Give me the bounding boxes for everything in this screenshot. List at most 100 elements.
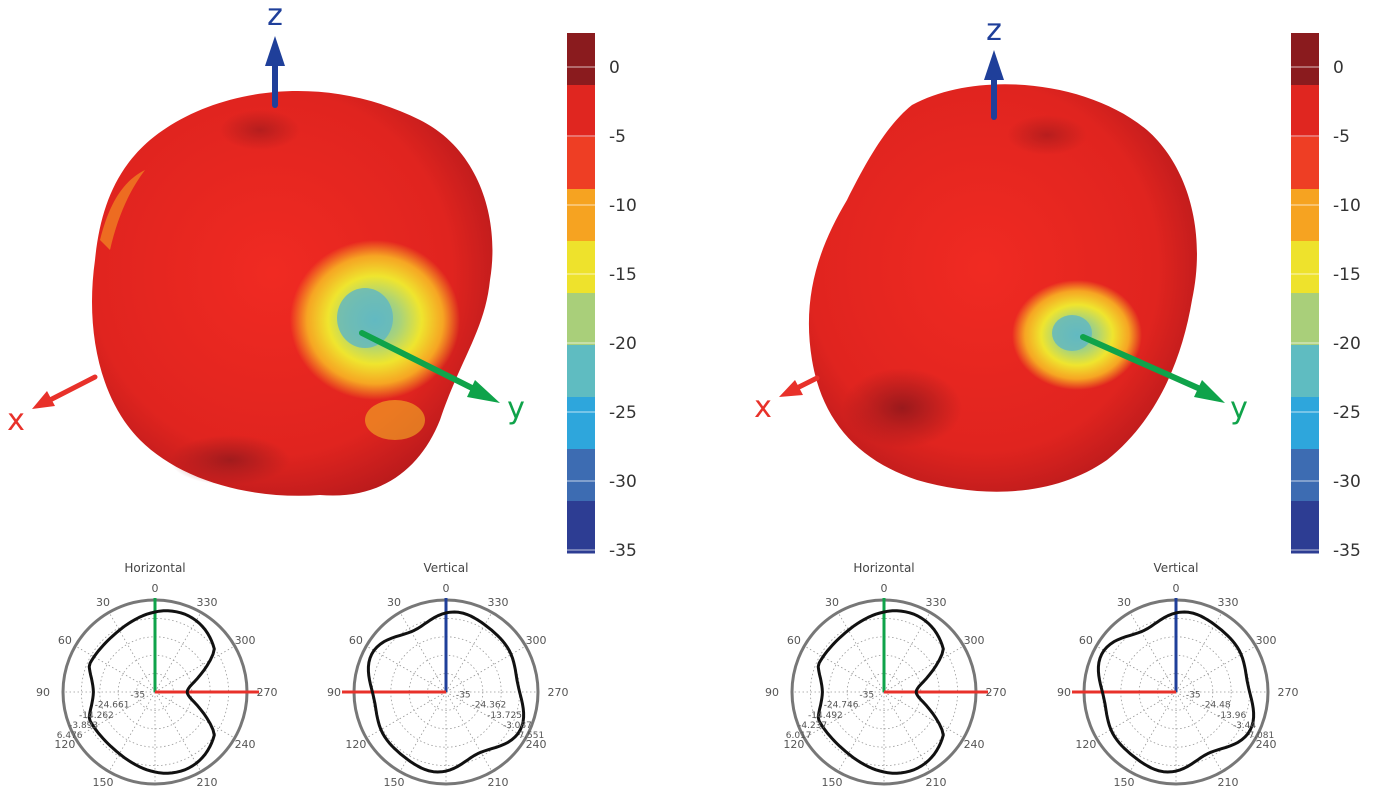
polar-angle-label: 90 xyxy=(1057,686,1071,699)
polar-vertical: Vertical0330300270240210150120906030-35-… xyxy=(1057,561,1299,789)
polar-ring-label: -4.237 xyxy=(798,721,827,731)
colorbar-tick-label: -15 xyxy=(1333,265,1361,285)
polar-angle-label: 120 xyxy=(345,738,366,751)
polar-angle-label: 0 xyxy=(152,582,159,595)
polar-spoke xyxy=(445,691,526,739)
x-axis-arrow xyxy=(32,374,98,409)
polar-title: Horizontal xyxy=(124,561,185,575)
polar-horizontal: Horizontal 0 330 300 270 240 210 150 120 90 60 30 -3… xyxy=(36,561,278,789)
colorbar-segment xyxy=(567,345,595,398)
polar-angle-label: 270 xyxy=(986,686,1007,699)
polar-angle-label: 150 xyxy=(822,776,843,789)
polar-title: Vertical xyxy=(1154,561,1199,575)
polar-ring-label: -14.492 xyxy=(808,711,843,721)
polar-ring-label: -35 xyxy=(1186,691,1201,701)
polar-angle-label: 210 xyxy=(926,776,947,789)
z-axis-arrow xyxy=(984,50,1004,120)
colorbar-tick-label: -10 xyxy=(1333,196,1361,216)
y-axis-label: y xyxy=(507,391,525,426)
polar-angle-label: 240 xyxy=(1256,738,1277,751)
polar-ring-label: -35 xyxy=(130,691,145,701)
right-3d-pattern: z y x 0 -5 -10 -15 -20 -25 -30 -35 Horizontal 0 3… xyxy=(754,13,1361,789)
colorbar-segment xyxy=(1291,85,1319,138)
colorbar-tick-label: -20 xyxy=(1333,334,1361,354)
polar-ring-label: 6.476 xyxy=(57,731,83,741)
polar-angle-label: 0 xyxy=(1173,582,1180,595)
polar-horizontal: Horizontal 0 330 300 270 240 210 150 120 90 60 30 -3… xyxy=(765,561,1007,789)
polar-angle-label: 210 xyxy=(1218,776,1239,789)
z-axis-arrow xyxy=(265,36,285,108)
polar-angle-label: 210 xyxy=(488,776,509,789)
polar-spoke xyxy=(837,612,885,693)
polar-angle-label: 300 xyxy=(526,634,547,647)
colorbar-segment xyxy=(567,293,595,346)
colorbar-tick-label: -25 xyxy=(1333,403,1361,423)
polar-angle-label: 210 xyxy=(197,776,218,789)
colorbar-segment xyxy=(1291,189,1319,242)
polar-spoke xyxy=(108,691,156,772)
polar-ring-label: 7.551 xyxy=(518,731,544,741)
polar-angle-label: 30 xyxy=(96,596,110,609)
polar-ring-label: -13.96 xyxy=(1217,711,1246,721)
colorbar-segment xyxy=(1291,397,1319,450)
colorbar: 0 -5 -10 -15 -20 -25 -30 -35 xyxy=(1291,33,1361,561)
polar-spoke xyxy=(108,612,156,693)
polar-angle-label: 60 xyxy=(787,634,801,647)
polar-angle-label: 60 xyxy=(58,634,72,647)
colorbar: 0 -5 -10 -15 -20 -25 -30 -35 xyxy=(567,33,637,561)
polar-vertical: Vertical0330300270240210150120906030-35-… xyxy=(327,561,569,789)
polar-angle-label: 30 xyxy=(825,596,839,609)
polar-ring-label: -13.725 xyxy=(487,711,522,721)
polar-ring-label: -24.746 xyxy=(824,701,859,711)
polar-angle-label: 300 xyxy=(1256,634,1277,647)
polar-trace xyxy=(816,609,945,775)
polar-angle-label: 270 xyxy=(548,686,569,699)
z-axis-label: z xyxy=(986,13,1002,48)
polar-angle-label: 330 xyxy=(197,596,218,609)
polar-spoke xyxy=(154,691,235,739)
right-panel: z y x 0 -5 -10 -15 -20 -25 -30 -35 Horizontal 0 3… xyxy=(687,0,1373,798)
colorbar-segment xyxy=(567,241,595,294)
polar-angle-label: 90 xyxy=(327,686,341,699)
colorbar-tick-label: -25 xyxy=(609,403,637,423)
colorbar-segment xyxy=(567,397,595,450)
polar-ring-label: -3.44 xyxy=(1233,721,1257,731)
polar-spoke xyxy=(1175,691,1256,739)
colorbar-tick-label: -30 xyxy=(1333,472,1361,492)
z-axis-label: z xyxy=(267,0,283,33)
polar-angle-label: 300 xyxy=(235,634,256,647)
polar-angle-label: 0 xyxy=(443,582,450,595)
polar-spoke xyxy=(837,691,885,772)
colorbar-segment xyxy=(567,189,595,242)
colorbar-segment xyxy=(1291,241,1319,294)
polar-angle-label: 0 xyxy=(881,582,888,595)
colorbar-tick-label: 0 xyxy=(609,58,620,78)
colorbar-segment xyxy=(1291,137,1319,190)
colorbar-segment xyxy=(1291,501,1319,554)
y-axis-label: y xyxy=(1230,391,1248,426)
polar-ring-label: -3.893 xyxy=(69,721,98,731)
colorbar-tick-label: -35 xyxy=(609,541,637,561)
polar-angle-label: 90 xyxy=(765,686,779,699)
polar-angle-label: 120 xyxy=(783,738,804,751)
polar-spoke xyxy=(883,645,964,693)
polar-spoke xyxy=(154,612,202,693)
y-axis-arrow xyxy=(1080,334,1225,403)
polar-ring-label: -24.661 xyxy=(95,701,130,711)
x-axis-arrow xyxy=(779,375,820,397)
polar-ring-label: -35 xyxy=(456,691,471,701)
polar-trace xyxy=(1096,610,1256,774)
polar-angle-label: 300 xyxy=(964,634,985,647)
colorbar-tick-label: -35 xyxy=(1333,541,1361,561)
polar-spoke xyxy=(883,691,964,739)
polar-spoke xyxy=(1175,691,1223,772)
polar-angle-label: 90 xyxy=(36,686,50,699)
polar-spoke xyxy=(804,645,885,693)
colorbar-segment xyxy=(1291,345,1319,398)
polar-angle-label: 120 xyxy=(1075,738,1096,751)
polar-angle-label: 150 xyxy=(1114,776,1135,789)
colorbar-tick-label: -15 xyxy=(609,265,637,285)
polar-ring-label: 7.081 xyxy=(1248,731,1274,741)
polar-spoke xyxy=(154,645,235,693)
polar-spoke xyxy=(75,691,156,739)
